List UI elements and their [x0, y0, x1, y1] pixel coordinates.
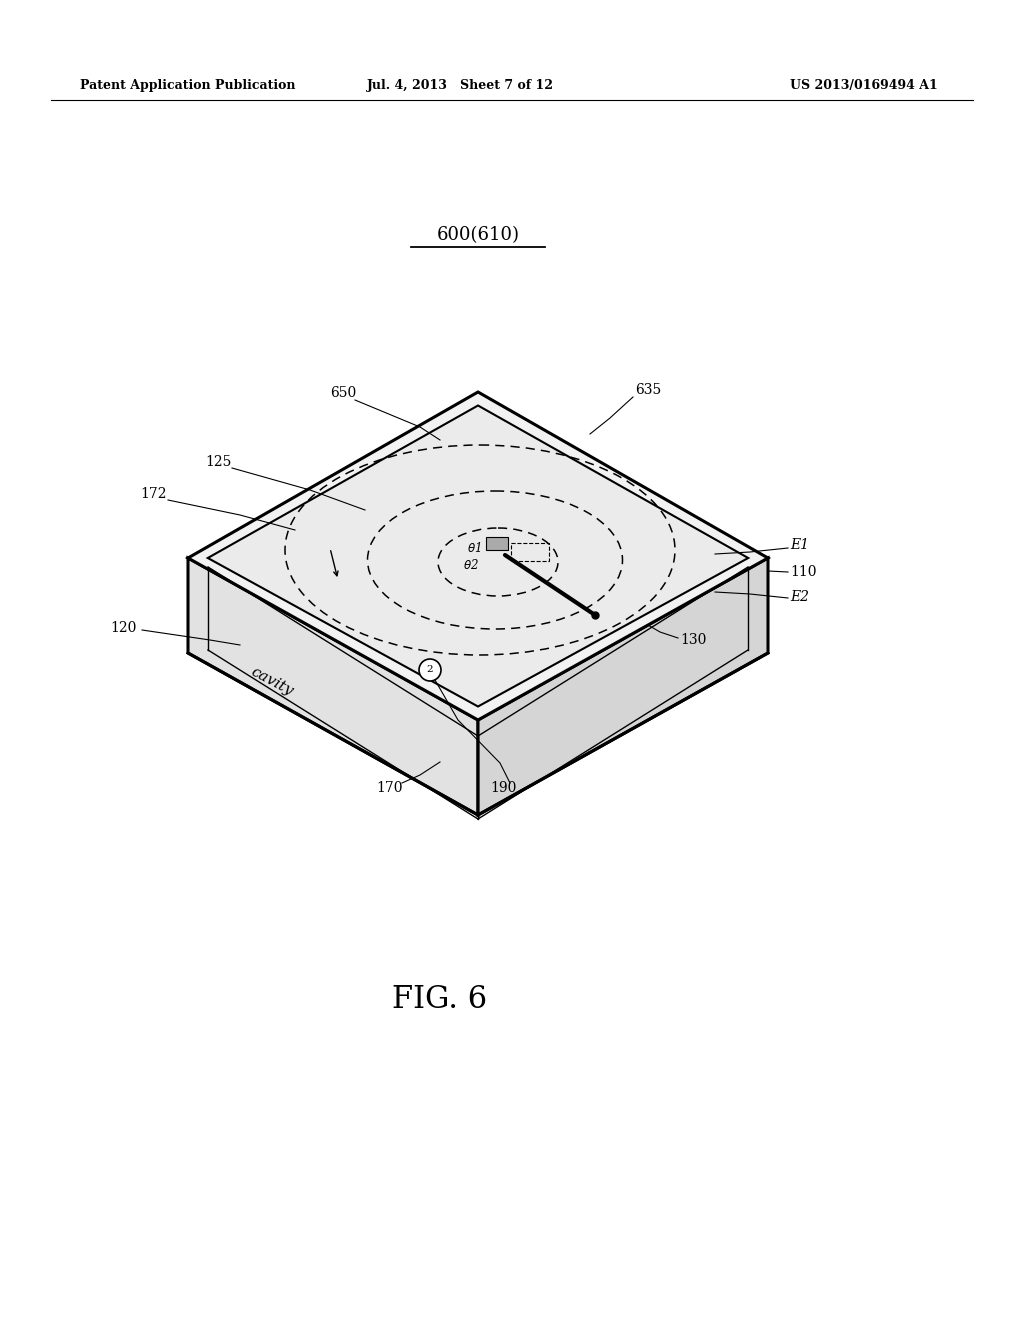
Text: cavity: cavity	[248, 665, 295, 700]
Text: $\theta$1: $\theta$1	[467, 541, 481, 554]
Text: FIG. 6: FIG. 6	[392, 985, 487, 1015]
Circle shape	[419, 659, 441, 681]
Text: 600(610): 600(610)	[436, 226, 519, 244]
Polygon shape	[188, 392, 768, 719]
Text: Jul. 4, 2013   Sheet 7 of 12: Jul. 4, 2013 Sheet 7 of 12	[367, 78, 554, 91]
Text: 125: 125	[205, 455, 231, 469]
Text: $\theta$2: $\theta$2	[463, 558, 479, 572]
Text: US 2013/0169494 A1: US 2013/0169494 A1	[790, 78, 938, 91]
Polygon shape	[208, 405, 749, 706]
FancyBboxPatch shape	[486, 536, 508, 549]
Polygon shape	[478, 558, 768, 814]
Text: 110: 110	[790, 565, 816, 579]
Polygon shape	[188, 558, 478, 814]
Text: 170: 170	[377, 781, 403, 795]
Text: 650: 650	[330, 385, 356, 400]
Text: 120: 120	[110, 620, 136, 635]
Text: 190: 190	[489, 781, 516, 795]
Text: E2: E2	[790, 590, 809, 605]
Text: 2: 2	[427, 665, 433, 675]
Text: Patent Application Publication: Patent Application Publication	[80, 78, 296, 91]
Text: E1: E1	[790, 539, 809, 552]
Text: 130: 130	[680, 634, 707, 647]
Text: 172: 172	[140, 487, 167, 502]
Text: 635: 635	[635, 383, 662, 397]
